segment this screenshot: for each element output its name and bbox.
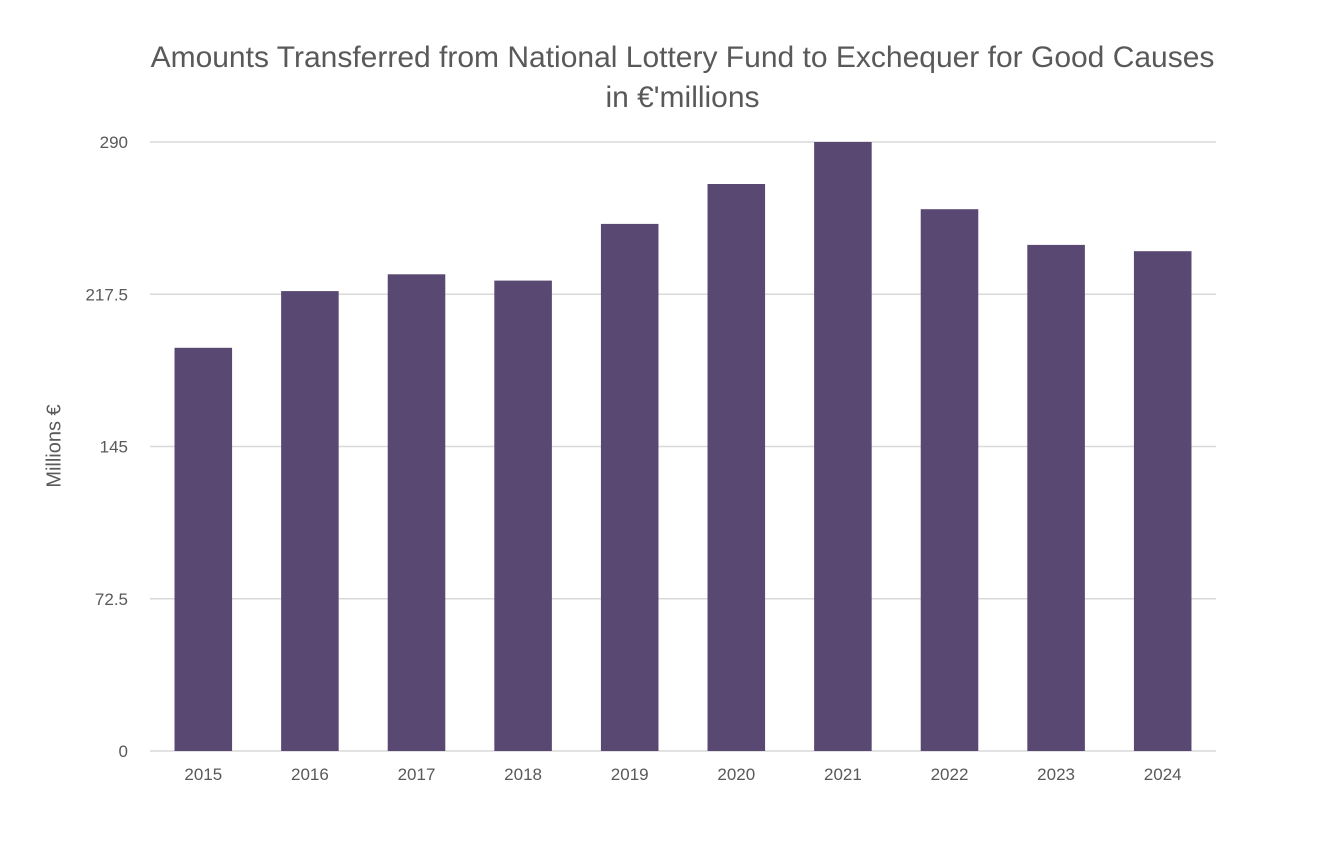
x-tick-label: 2015 (184, 765, 222, 784)
bar-2023 (1027, 244, 1085, 751)
x-tick-label: 2024 (1144, 765, 1182, 784)
y-axis-ticks: 0 72.5 145 217.5 290 (85, 133, 128, 761)
x-tick-label: 2022 (931, 765, 969, 784)
y-tick-label: 0 (119, 742, 128, 761)
y-tick-label: 145 (100, 438, 128, 457)
bar-2024 (1133, 251, 1192, 751)
bar-2022 (920, 209, 979, 751)
bar-2021 (814, 142, 872, 751)
bar-2016 (281, 291, 339, 751)
bar-2020 (707, 184, 766, 751)
bar-2017 (387, 274, 446, 751)
bar-2015 (174, 347, 233, 751)
x-tick-label: 2018 (504, 765, 542, 784)
x-tick-label: 2023 (1037, 765, 1075, 784)
chart-title: Amounts Transferred from National Lotter… (150, 41, 1215, 114)
y-tick-label: 290 (100, 133, 128, 152)
x-tick-label: 2020 (717, 765, 755, 784)
x-tick-label: 2019 (611, 765, 649, 784)
bars (174, 142, 1192, 751)
x-axis-ticks: 2015 2016 2017 2018 2019 2020 2021 2022 2023 2024 (184, 765, 1181, 784)
x-tick-label: 2016 (291, 765, 329, 784)
y-tick-label: 72.5 (95, 590, 128, 609)
y-tick-label: 217.5 (85, 285, 128, 304)
x-tick-label: 2017 (398, 765, 436, 784)
x-tick-label: 2021 (824, 765, 862, 784)
bar-2018 (494, 280, 552, 751)
bar-2019 (600, 223, 659, 751)
